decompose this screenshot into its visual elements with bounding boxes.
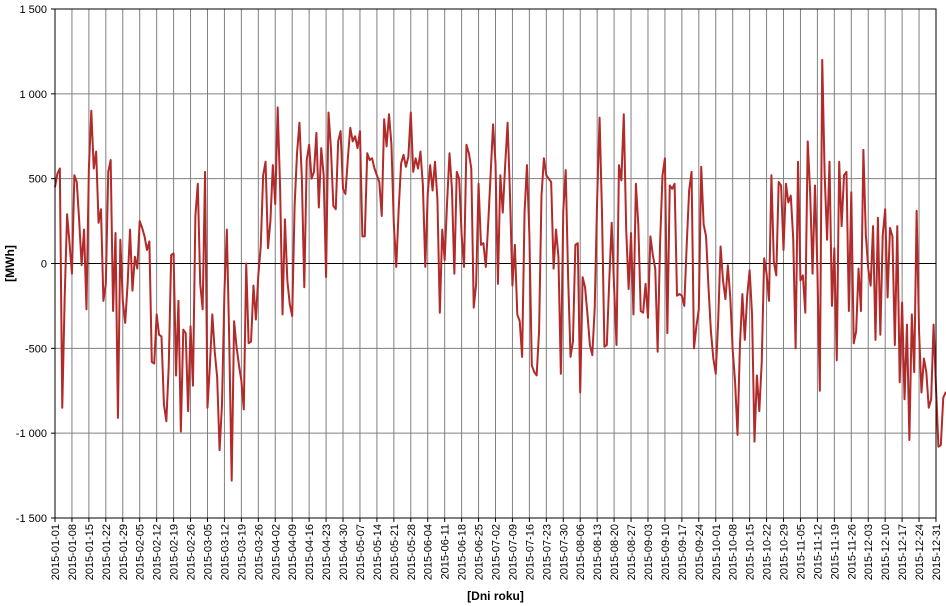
x-tick-label: 2015-01-29: [118, 524, 130, 580]
x-tick-label: 2015-01-22: [101, 524, 113, 580]
x-tick-label: 2015-12-24: [914, 524, 926, 580]
x-tick-label: 2015-12-17: [897, 524, 909, 580]
x-tick-label: 2015-11-19: [829, 524, 841, 579]
x-tick-label: 2015-01-15: [84, 524, 96, 580]
x-axis-title: [Dni roku]: [467, 589, 524, 603]
series-line: [54, 58, 946, 482]
x-tick-label: 2015-09-10: [660, 524, 672, 580]
x-tick-label: 2015-07-23: [541, 524, 553, 580]
x-tick-label: 2015-06-04: [423, 524, 435, 580]
y-tick-label: 0: [41, 259, 47, 271]
x-tick-label: 2015-03-12: [219, 524, 231, 580]
x-tick-label: 2015-08-13: [592, 524, 604, 580]
x-tick-label: 2015-03-05: [202, 524, 214, 580]
x-tick-label: 2015-04-23: [321, 524, 333, 580]
x-tick-label: 2015-05-07: [355, 524, 367, 580]
y-tick-label: 1 000: [19, 89, 47, 101]
y-tick-label: -1 000: [16, 428, 47, 440]
x-tick-label: 2015-03-26: [253, 524, 265, 580]
x-tick-label: 2015-02-05: [135, 524, 147, 580]
x-tick-label: 2015-04-02: [270, 524, 282, 580]
x-tick-label: 2015-10-29: [779, 524, 791, 580]
series-group: [54, 58, 946, 482]
x-tick-label: 2015-09-17: [677, 524, 689, 580]
x-tick-label: 2015-02-12: [152, 524, 164, 580]
x-tick-label: 2015-02-19: [169, 524, 181, 580]
x-tick-label: 2015-07-16: [524, 524, 536, 580]
x-tick-label: 2015-09-03: [643, 524, 655, 580]
y-axis-title: [MWh]: [3, 245, 17, 282]
x-tick-label: 2015-01-01: [50, 524, 62, 580]
x-tick-label: 2015-10-22: [762, 524, 774, 580]
x-tick-label: 2015-01-08: [67, 524, 79, 580]
x-tick-label: 2015-07-30: [558, 524, 570, 580]
x-tick-label: 2015-04-30: [338, 524, 350, 580]
x-tick-label: 2015-06-25: [474, 524, 486, 580]
x-tick-label: 2015-12-31: [931, 524, 943, 580]
x-tick-label: 2015-06-18: [457, 524, 469, 580]
x-tick-label: 2015-07-02: [491, 524, 503, 580]
x-tick-label: 2015-05-21: [389, 524, 401, 580]
x-tick-label: 2015-10-08: [728, 524, 740, 580]
y-axis-ticks: -1 500 -1 000 -500 0 500 1 000 1 500: [16, 4, 55, 525]
y-tick-label: -500: [25, 343, 47, 355]
x-tick-label: 2015-05-28: [406, 524, 418, 580]
plot-frame: [54, 8, 937, 519]
x-axis-ticks: 2015-01-01 2015-01-08 2015-01-15 2015-01-22…: [50, 518, 943, 580]
x-tick-label: 2015-07-09: [507, 524, 519, 580]
x-tick-label: 2015-03-19: [236, 524, 248, 580]
x-tick-label: 2015-06-11: [440, 524, 452, 579]
x-tick-label: 2015-04-16: [304, 524, 316, 580]
x-tick-label: 2015-11-26: [846, 524, 858, 579]
y-tick-label: -1 500: [16, 513, 47, 525]
x-tick-label: 2015-10-15: [745, 524, 757, 580]
x-tick-label: 2015-11-05: [795, 524, 807, 579]
x-tick-label: 2015-08-06: [575, 524, 587, 580]
x-tick-label: 2015-12-10: [880, 524, 892, 580]
x-tick-label: 2015-08-27: [626, 524, 638, 580]
x-tick-label: 2015-12-03: [863, 524, 875, 580]
y-tick-label: 500: [29, 174, 47, 186]
x-tick-label: 2015-02-26: [186, 524, 198, 580]
x-tick-label: 2015-11-12: [812, 524, 824, 579]
x-tick-label: 2015-08-20: [609, 524, 621, 580]
y-tick-label: 1 500: [19, 4, 47, 16]
x-tick-label: 2015-10-01: [711, 524, 723, 580]
x-tick-label: 2015-09-24: [694, 524, 706, 580]
x-tick-label: 2015-04-09: [287, 524, 299, 580]
x-tick-label: 2015-05-14: [372, 524, 384, 580]
